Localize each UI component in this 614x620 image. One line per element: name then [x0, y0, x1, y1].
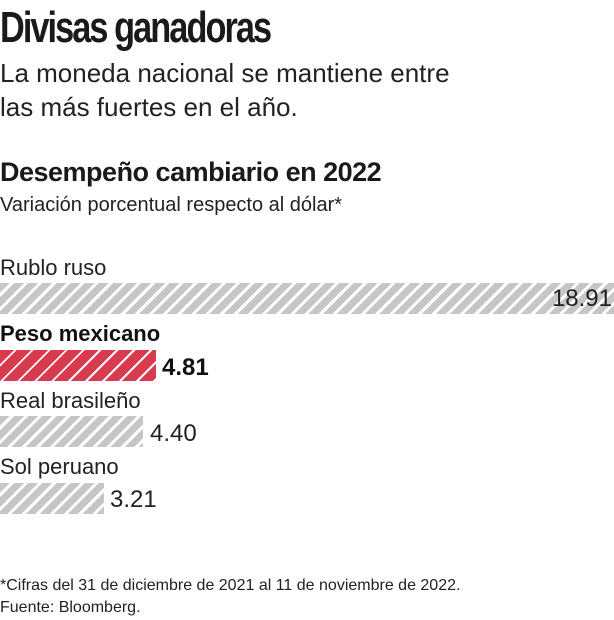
value-label-real: 4.40: [150, 420, 197, 447]
value-label-sol: 3.21: [110, 486, 157, 513]
value-label-peso: 4.81: [162, 354, 209, 381]
category-label-sol: Sol peruano: [0, 454, 119, 479]
chart-title: Desempeño cambiario en 2022: [0, 157, 382, 187]
subtitle-line-2: las más fuertes en el año.: [0, 92, 298, 122]
category-label-rublo: Rublo ruso: [0, 255, 107, 280]
page-title: Divisas ganadoras: [0, 3, 272, 52]
bar-real: [0, 416, 143, 447]
category-label-peso: Peso mexicano: [0, 321, 161, 346]
source-note: Fuente: Bloomberg.: [0, 599, 141, 616]
bar-rublo: [0, 283, 614, 314]
subtitle-line-1: La moneda nacional se mantiene entre: [0, 58, 450, 88]
value-label-rublo: 18.91: [551, 285, 612, 312]
footnote: *Cifras del 31 de diciembre de 2021 al 1…: [0, 577, 461, 594]
bar-peso: [0, 350, 156, 381]
chart-subtitle: Variación porcentual respecto al dólar*: [0, 194, 343, 216]
bar-sol: [0, 483, 104, 514]
category-label-real: Real brasileño: [0, 388, 141, 413]
